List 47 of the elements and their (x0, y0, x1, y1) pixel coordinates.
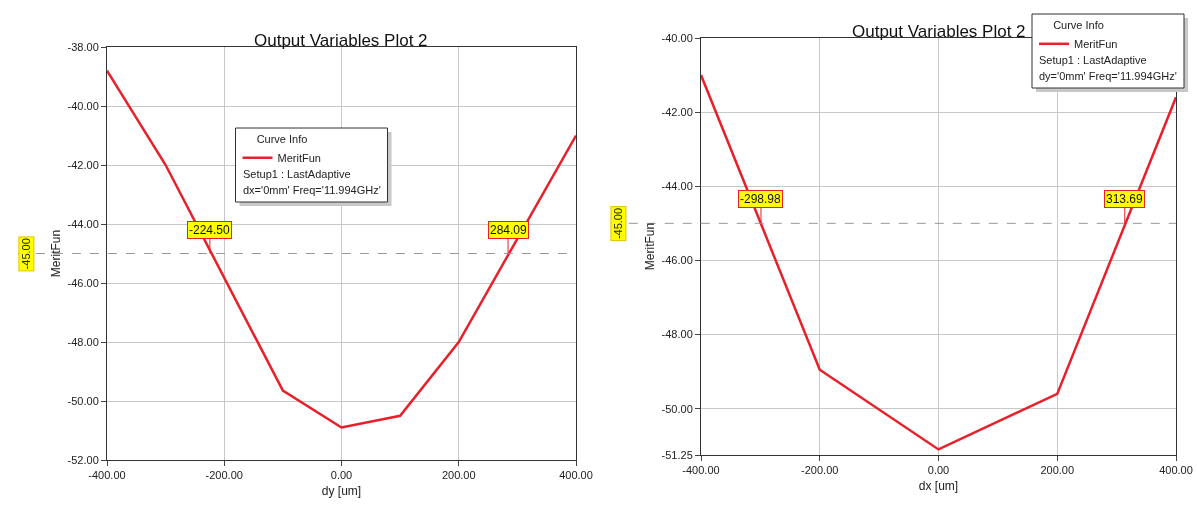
annotation: -224.50 (189, 223, 231, 237)
line-series (107, 69, 576, 429)
x-tick-label: 200.00 (441, 469, 476, 482)
legend-title: Curve Info (256, 133, 308, 146)
x-tick-label: -400.00 (88, 469, 126, 482)
legend-label: MeritFun (1074, 38, 1118, 51)
y-tick-label: -46.00 (661, 254, 693, 267)
annotation: Setup1 : LastAdaptive (1039, 54, 1147, 66)
annotation: 284.09 (490, 223, 528, 237)
y-tick-label: -40.00 (661, 31, 693, 44)
y-tick-label: -50.00 (67, 394, 99, 407)
y-axis-title: MeritFun (642, 222, 657, 271)
legend-label: MeritFun (277, 152, 321, 165)
annotation: Setup1 : LastAdaptive (243, 168, 351, 180)
x-tick-label: 400.00 (559, 469, 593, 482)
x-axis-title: dx [um] (918, 479, 959, 494)
y-tick-label: -42.00 (661, 105, 693, 118)
y-axis-title: MeritFun (48, 229, 63, 278)
annotation: dy='0mm' Freq='11.994GHz' (1039, 70, 1177, 82)
ref-line-label: -45.00 (612, 207, 625, 240)
x-tick-label: -200.00 (801, 464, 839, 477)
legend-title: Curve Info (1053, 19, 1104, 32)
line-series (701, 73, 1176, 451)
annotation: dx='0mm' Freq='11.994GHz' (243, 184, 381, 196)
x-tick-label: 0.00 (927, 464, 950, 477)
y-tick-label: -48.00 (67, 335, 99, 348)
x-tick-label: 200.00 (1040, 464, 1075, 477)
y-tick-label: -52.00 (67, 453, 99, 466)
x-axis-title: dy [um] (321, 484, 362, 499)
y-tick-label: -42.00 (67, 158, 99, 171)
y-tick-label: -51.25 (661, 448, 693, 461)
annotation: 313.69 (1106, 192, 1144, 206)
x-tick-label: -200.00 (205, 469, 243, 482)
y-tick-label: -48.00 (661, 328, 693, 341)
y-tick-label: -38.00 (67, 40, 99, 53)
x-tick-label: 400.00 (1159, 464, 1193, 477)
y-tick-label: -40.00 (67, 99, 99, 112)
y-tick-label: -50.00 (661, 402, 693, 415)
chart-title: Output Variables Plot 2 (254, 31, 428, 50)
y-tick-label: -46.00 (67, 276, 99, 289)
chart-title: Output Variables Plot 2 (852, 22, 1026, 41)
x-tick-label: -400.00 (682, 464, 720, 477)
y-tick-label: -44.00 (67, 217, 99, 230)
annotation: -298.98 (740, 192, 782, 206)
y-tick-label: -44.00 (661, 180, 693, 193)
ref-line-label: -45.00 (20, 238, 33, 270)
x-tick-label: 0.00 (330, 469, 353, 482)
